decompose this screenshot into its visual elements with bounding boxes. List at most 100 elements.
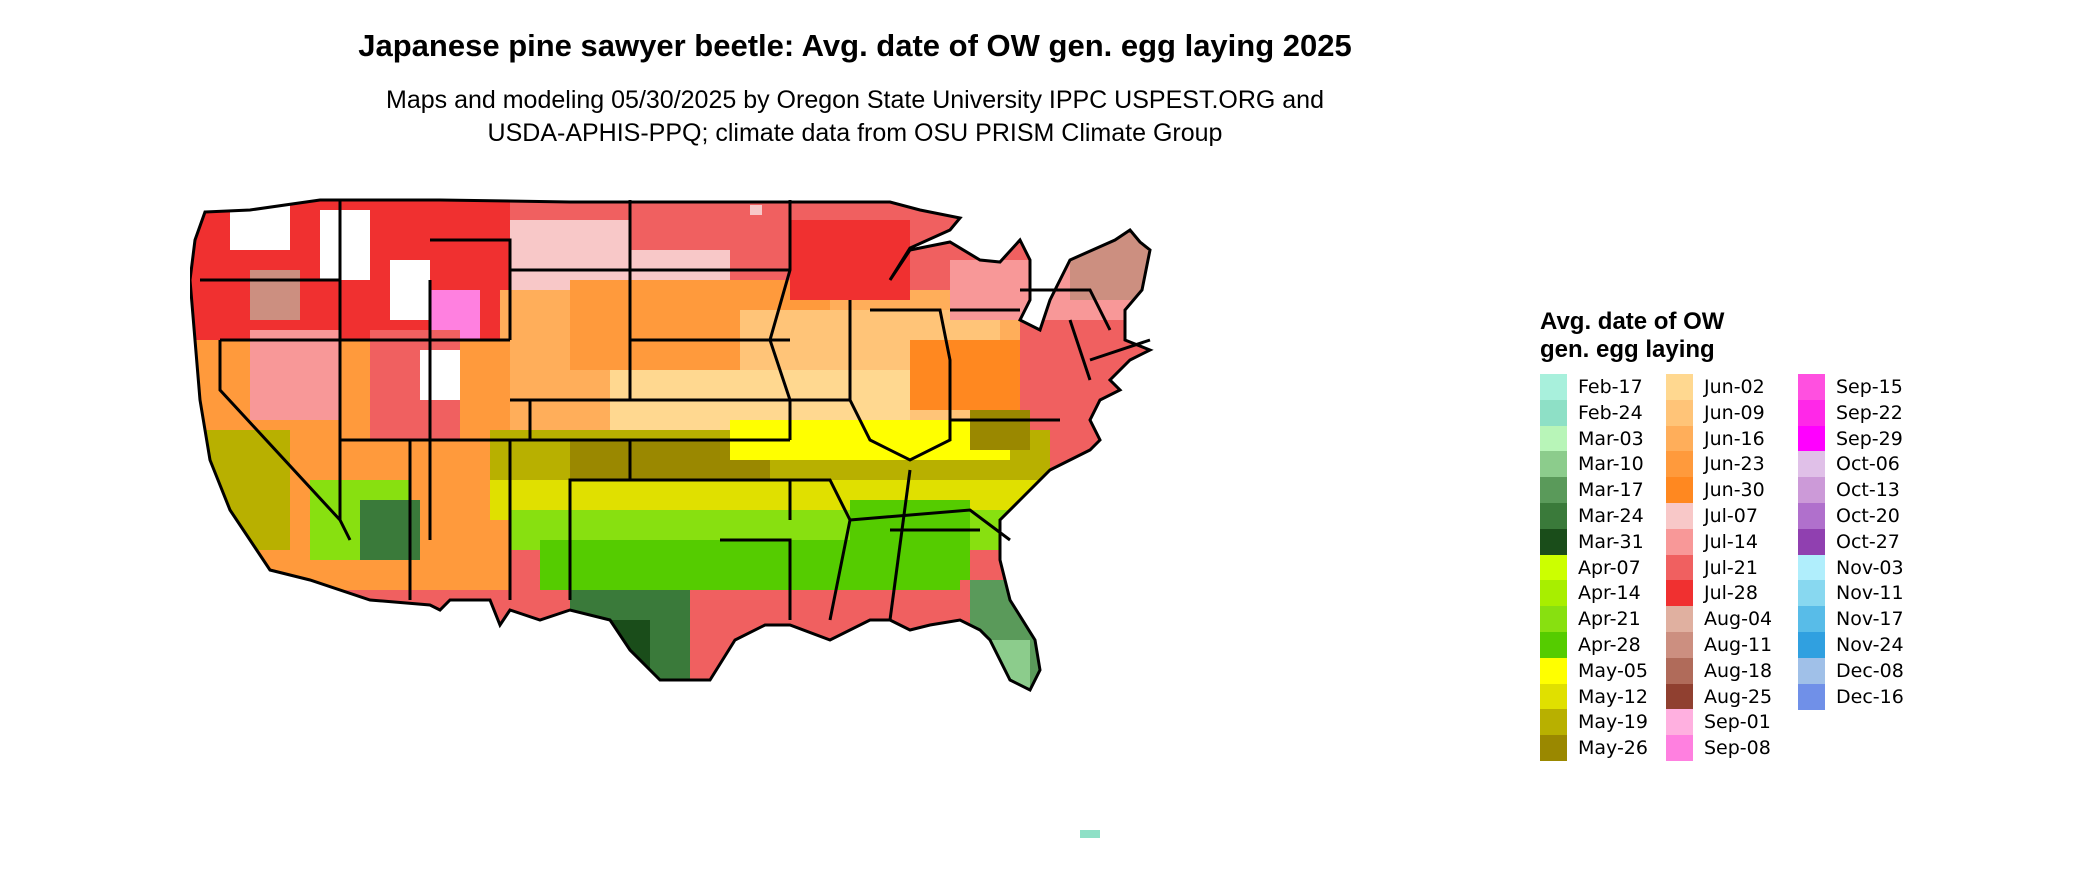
legend-label: Apr-14 <box>1578 582 1641 605</box>
legend-item: Nov-17 <box>1798 606 1904 633</box>
legend-label: Sep-08 <box>1704 737 1771 760</box>
legend-swatch <box>1798 374 1825 400</box>
legend-item: May-05 <box>1540 657 1648 684</box>
map-speckles <box>750 205 1100 838</box>
legend-label: Mar-10 <box>1578 453 1644 476</box>
legend-item: Feb-24 <box>1540 399 1643 426</box>
legend-item: Nov-24 <box>1798 632 1904 658</box>
legend-swatch <box>1540 399 1567 426</box>
legend-swatch <box>1666 477 1693 504</box>
legend-item: Mar-31 <box>1540 528 1644 555</box>
legend-swatch <box>1540 374 1567 400</box>
legend-item: Dec-08 <box>1798 657 1904 684</box>
legend-item: Apr-07 <box>1540 554 1641 581</box>
legend-swatch <box>1666 657 1693 684</box>
legend-label: Oct-06 <box>1836 453 1900 476</box>
legend-swatch <box>1666 503 1693 529</box>
legend-swatch <box>1540 657 1567 684</box>
legend-item: Dec-16 <box>1798 683 1904 710</box>
legend-swatch <box>1540 735 1567 762</box>
legend-label: Aug-25 <box>1704 685 1773 708</box>
legend-item: Mar-24 <box>1540 503 1644 529</box>
legend-item: Sep-15 <box>1798 374 1903 400</box>
legend-item: Oct-06 <box>1798 451 1900 478</box>
legend-swatch <box>1798 528 1825 555</box>
legend-label: Oct-20 <box>1836 505 1900 527</box>
legend-item: Mar-10 <box>1540 451 1644 478</box>
legend-label: Jun-30 <box>1704 479 1765 502</box>
legend-label: Dec-08 <box>1836 659 1904 682</box>
legend-label: Mar-31 <box>1578 530 1644 553</box>
subtitle-line-2: USDA-APHIS-PPQ; climate data from OSU PR… <box>487 119 1223 147</box>
legend-label: Apr-21 <box>1578 608 1641 631</box>
legend-item: Mar-17 <box>1540 477 1644 504</box>
legend-swatch <box>1666 399 1693 426</box>
legend-item: Apr-14 <box>1540 580 1641 607</box>
legend-swatch <box>1798 425 1825 452</box>
legend-item: Mar-03 <box>1540 425 1644 452</box>
legend-swatch <box>1666 683 1693 710</box>
legend-swatch <box>1540 554 1567 581</box>
legend-label: May-12 <box>1578 685 1648 708</box>
legend-item: Oct-13 <box>1798 477 1900 504</box>
legend-item: May-19 <box>1540 709 1648 736</box>
legend-swatch <box>1798 606 1825 633</box>
legend-label: Mar-24 <box>1578 505 1644 527</box>
legend-title-line-1: Avg. date of OW <box>1540 308 1725 335</box>
legend-swatch <box>1666 735 1693 762</box>
map-title: Japanese pine sawyer beetle: Avg. date o… <box>358 28 1352 63</box>
legend-item: Jun-16 <box>1666 425 1765 452</box>
legend-item: Oct-27 <box>1798 528 1900 555</box>
legend-swatch <box>1666 528 1693 555</box>
legend-item: Jul-14 <box>1666 528 1758 555</box>
legend-label: Apr-07 <box>1578 556 1641 579</box>
subtitle-line-1: Maps and modeling 05/30/2025 by Oregon S… <box>386 86 1324 114</box>
legend-label: May-26 <box>1578 737 1648 760</box>
us-map <box>190 180 1530 880</box>
legend-swatch <box>1666 632 1693 658</box>
legend-swatch <box>1798 554 1825 581</box>
legend-label: Sep-29 <box>1836 427 1903 450</box>
map-raster <box>190 200 1150 690</box>
legend-title: Avg. date of OW gen. egg laying <box>1540 308 1724 364</box>
legend-label: Nov-03 <box>1836 556 1904 579</box>
state-boundaries <box>190 198 1154 693</box>
legend-label: Jul-21 <box>1704 556 1758 579</box>
legend-swatch <box>1540 477 1567 504</box>
legend-label: Jun-02 <box>1704 376 1765 398</box>
legend-item: Jul-07 <box>1666 503 1758 529</box>
legend-label: Jun-16 <box>1704 427 1765 450</box>
legend-item: Sep-08 <box>1666 735 1771 762</box>
legend-entries: Feb-17 Feb-24 Mar-03 Mar-10 Mar-17 Mar-24 Mar-… <box>1540 374 2000 774</box>
legend-item: Jul-21 <box>1666 554 1758 581</box>
legend-label: Sep-15 <box>1836 376 1903 398</box>
legend-swatch <box>1666 554 1693 581</box>
legend-swatch <box>1666 580 1693 607</box>
legend-swatch <box>1540 683 1567 710</box>
legend-item: Sep-22 <box>1798 399 1903 426</box>
legend-label: Feb-17 <box>1578 376 1643 398</box>
legend-swatch <box>1666 606 1693 633</box>
legend-label: Aug-04 <box>1704 608 1773 631</box>
legend-swatch <box>1798 503 1825 529</box>
legend-swatch <box>1666 709 1693 736</box>
legend-item: Jun-09 <box>1666 399 1765 426</box>
legend-swatch <box>1540 606 1567 633</box>
legend-title-line-2: gen. egg laying <box>1540 336 1715 363</box>
legend-label: Feb-24 <box>1578 401 1643 424</box>
legend-label: Nov-17 <box>1836 608 1904 631</box>
legend-swatch <box>1666 425 1693 452</box>
legend-swatch <box>1798 632 1825 658</box>
legend-label: May-19 <box>1578 711 1648 734</box>
legend-label: Dec-16 <box>1836 685 1904 708</box>
legend-label: May-05 <box>1578 659 1648 682</box>
legend-swatch <box>1540 580 1567 607</box>
legend-label: Jul-14 <box>1704 530 1758 553</box>
legend-label: Aug-11 <box>1704 634 1773 656</box>
legend-label: Jul-28 <box>1704 582 1758 605</box>
legend-label: Sep-22 <box>1836 401 1903 424</box>
legend-label: Aug-18 <box>1704 659 1773 682</box>
legend-label: Oct-27 <box>1836 530 1900 553</box>
legend-label: Nov-11 <box>1836 582 1904 605</box>
legend-item: Oct-20 <box>1798 503 1900 529</box>
